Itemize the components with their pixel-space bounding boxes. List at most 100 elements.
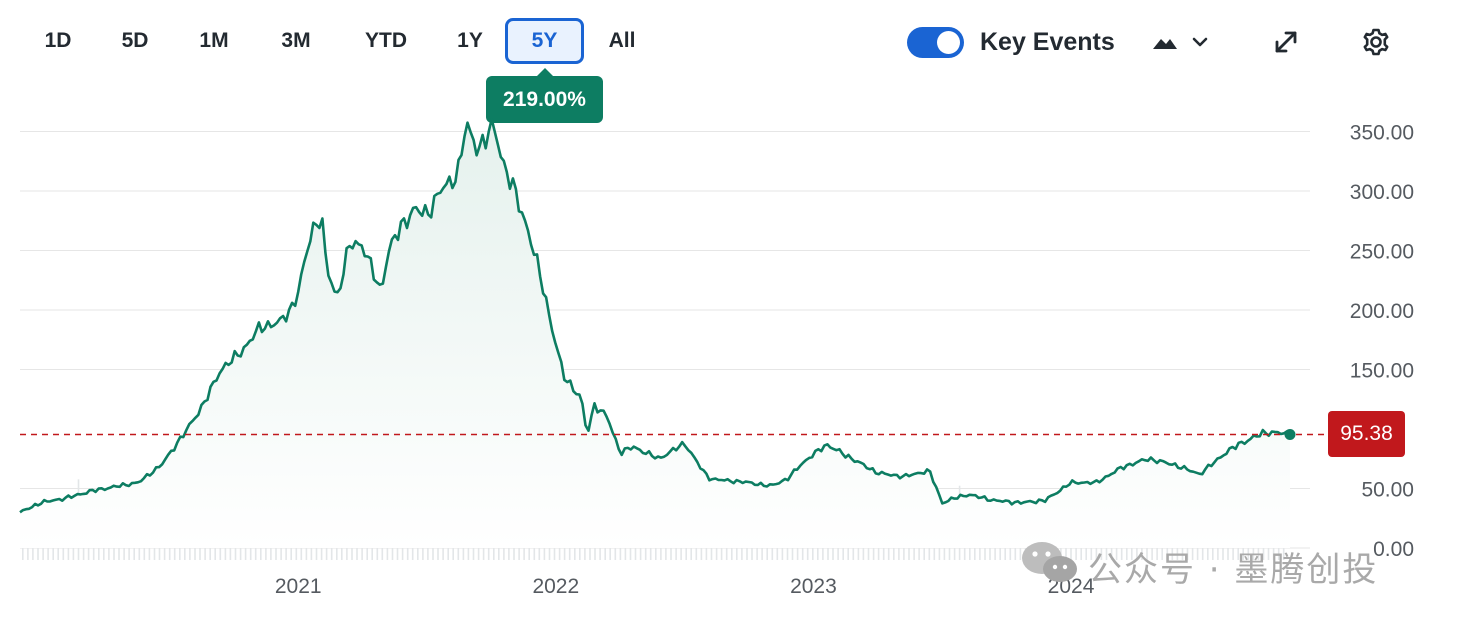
- volume-bar: [655, 547, 657, 560]
- volume-bar: [361, 537, 363, 560]
- volume-bar: [406, 539, 409, 560]
- volume-bar: [832, 540, 834, 560]
- volume-bar: [442, 538, 444, 560]
- volume-bar: [503, 544, 505, 560]
- expand-icon: [1275, 31, 1297, 53]
- volume-bar: [761, 541, 763, 560]
- volume-bar: [796, 536, 799, 560]
- volume-bar: [1100, 541, 1103, 560]
- y-tick-label: 0.00: [1373, 538, 1414, 561]
- volume-bar: [903, 540, 905, 560]
- volume-bar: [837, 538, 839, 560]
- price-area-fill: [20, 119, 1290, 548]
- volume-bar: [1212, 538, 1214, 560]
- volume-bar: [1247, 544, 1250, 560]
- volume-bar: [660, 538, 662, 560]
- range-5d-button[interactable]: 5D: [121, 29, 149, 52]
- volume-bar: [741, 536, 743, 560]
- volume-bar: [1277, 540, 1280, 560]
- volume-bar: [487, 547, 490, 560]
- range-all-button[interactable]: All: [608, 29, 636, 52]
- volume-bar: [766, 547, 768, 560]
- range-1m-button[interactable]: 1M: [199, 29, 229, 52]
- volume-bar: [1126, 541, 1128, 560]
- chart-type-dropdown[interactable]: [1150, 28, 1212, 58]
- volume-bar: [351, 539, 353, 560]
- volume-bar: [199, 541, 201, 560]
- volume-bar: [386, 538, 389, 560]
- range-5y-button[interactable]: 5Y: [505, 18, 584, 64]
- volume-bar: [548, 540, 551, 560]
- volume-bar: [999, 540, 1001, 560]
- volume-bar: [103, 546, 105, 560]
- volume-bar: [1267, 537, 1270, 560]
- range-ytd-button[interactable]: YTD: [365, 29, 407, 52]
- volume-bar: [1262, 545, 1265, 560]
- volume-bar: [710, 547, 713, 560]
- range-1y-button[interactable]: 1Y: [457, 29, 483, 52]
- last-price-dot: [1284, 428, 1296, 440]
- volume-bar: [862, 546, 865, 560]
- volume-bar: [528, 541, 530, 560]
- volume-bar: [462, 539, 465, 560]
- volume-bar: [214, 545, 216, 560]
- volume-bar: [1222, 540, 1224, 560]
- volume-bar: [275, 537, 277, 560]
- volume-bar: [670, 541, 672, 560]
- volume-bar: [574, 538, 576, 560]
- volume-bar: [887, 540, 890, 560]
- volume-bar: [928, 543, 931, 560]
- volume-bar: [806, 545, 809, 560]
- volume-bar: [427, 536, 429, 560]
- volume-bar: [184, 540, 186, 560]
- y-tick-label: 200.00: [1350, 300, 1414, 323]
- y-axis-ticks: 350.00 300.00 250.00 200.00 150.00 50.00 0.00: [1350, 122, 1414, 562]
- volume-bar: [239, 540, 242, 560]
- y-tick-label: 250.00: [1350, 241, 1414, 264]
- volume-bar: [533, 541, 536, 560]
- range-toolbar: 1D 5D 1M 3M YTD 1Y 5Y All Key Events: [0, 0, 1462, 80]
- range-3m-button[interactable]: 3M: [281, 29, 311, 52]
- volume-bar: [685, 537, 687, 560]
- volume-bar: [422, 541, 424, 560]
- watermark-text: 公众号 · 墨腾创投: [1088, 550, 1379, 590]
- volume-bar: [1237, 541, 1239, 560]
- volume-bar: [817, 542, 819, 560]
- x-tick-label: 2023: [790, 575, 837, 598]
- volume-bar: [173, 540, 176, 560]
- volume-bar: [376, 546, 379, 560]
- wechat-icon: [1022, 542, 1077, 582]
- settings-button[interactable]: [1358, 24, 1394, 60]
- volume-bar: [872, 542, 875, 560]
- volume-bar: [847, 539, 849, 560]
- volume-bar: [254, 542, 257, 560]
- volume-bar: [969, 538, 971, 560]
- volume-bar: [113, 544, 115, 560]
- volume-bar: [584, 542, 586, 560]
- volume-bar: [680, 537, 682, 560]
- volume-bar: [568, 536, 571, 560]
- volume-bar: [42, 539, 44, 560]
- volume-bar: [1257, 538, 1260, 560]
- volume-bar: [599, 547, 601, 560]
- volume-bar: [979, 538, 981, 560]
- key-events-toggle[interactable]: [907, 27, 964, 58]
- y-tick-label: 50.00: [1361, 479, 1414, 502]
- volume-bar: [913, 537, 915, 560]
- volume-bar: [72, 540, 75, 560]
- volume-bar: [943, 540, 946, 560]
- volume-bar: [153, 541, 156, 560]
- volume-bar: [265, 544, 267, 560]
- volume-bar: [984, 544, 986, 560]
- key-events-label: Key Events: [980, 28, 1115, 56]
- settings-gear-icon: [1363, 28, 1389, 56]
- volume-bar: [128, 540, 130, 560]
- price-line[interactable]: [19, 117, 1291, 514]
- volume-bar: [143, 541, 146, 560]
- range-1d-button[interactable]: 1D: [44, 29, 72, 52]
- volume-bar: [295, 540, 298, 560]
- expand-button[interactable]: [1268, 24, 1304, 60]
- volume-bar: [639, 543, 642, 560]
- volume-bar: [168, 545, 171, 560]
- volume-bar: [1181, 541, 1184, 560]
